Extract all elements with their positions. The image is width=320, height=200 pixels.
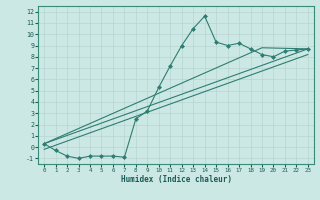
X-axis label: Humidex (Indice chaleur): Humidex (Indice chaleur) [121, 175, 231, 184]
